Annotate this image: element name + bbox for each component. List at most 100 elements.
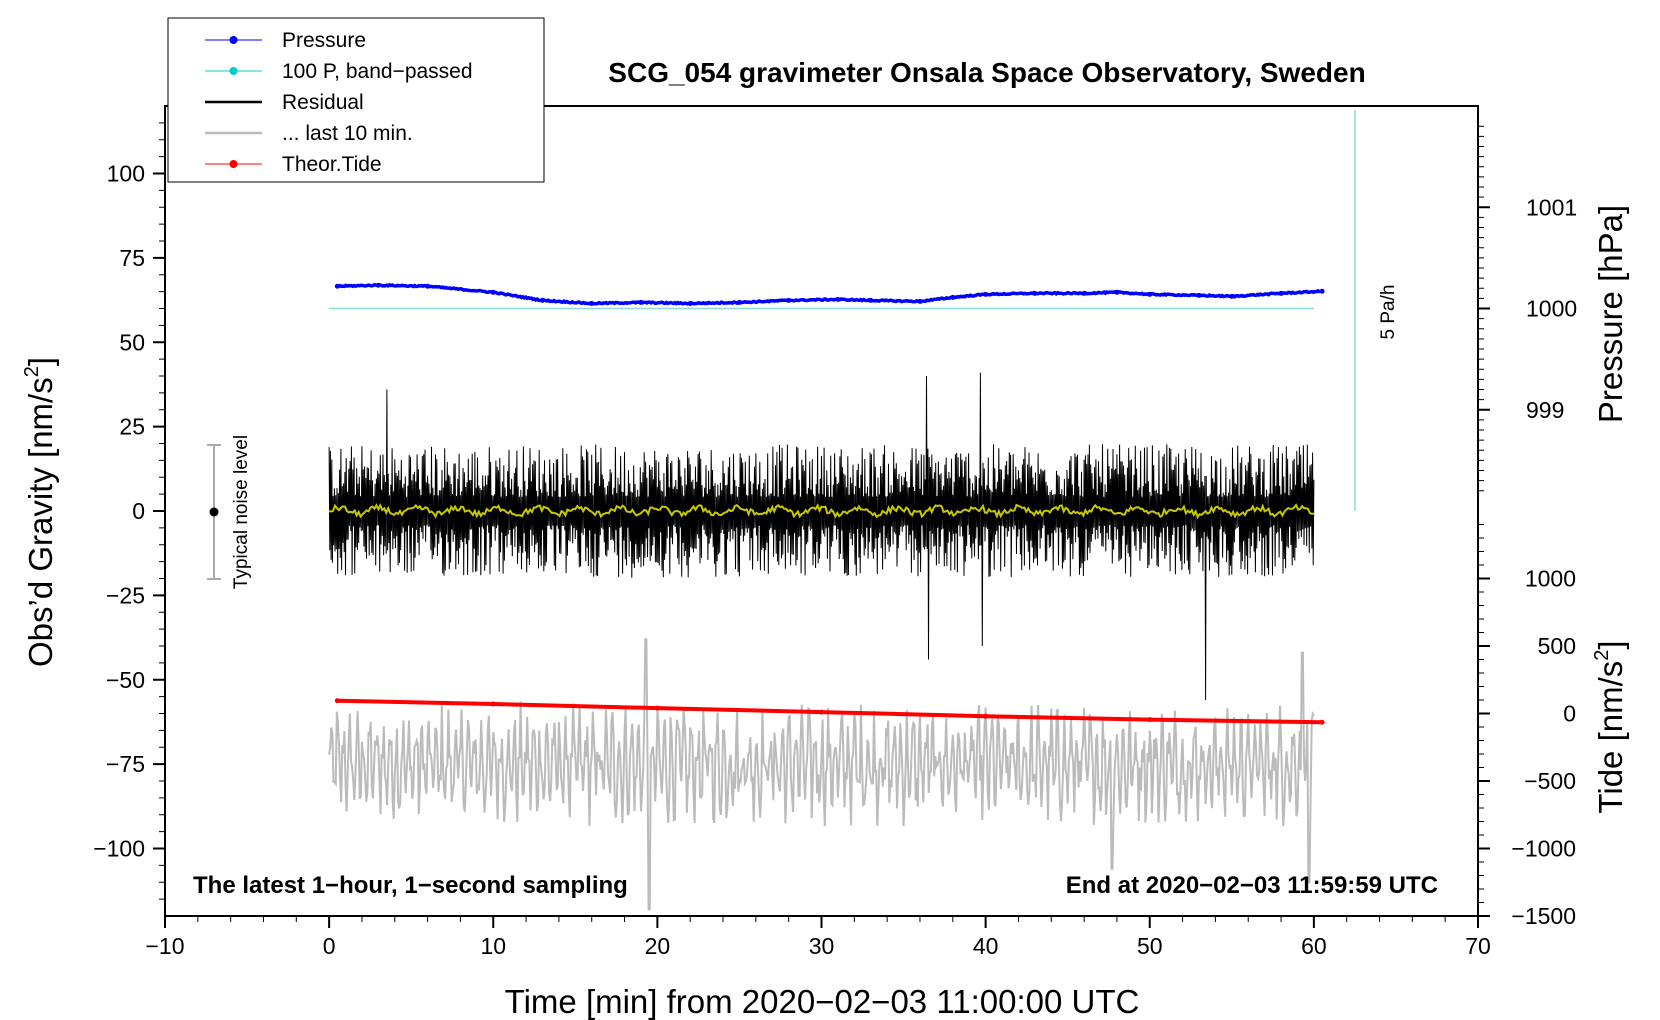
pressure-point [589,300,595,306]
legend-item: ... last 10 min. [205,122,413,145]
y-axis-title-tide-main: Tide [nm/s [1592,661,1629,814]
tide-tick-label: −1500 [1511,903,1576,929]
legend-item: Pressure [205,29,366,52]
legend-label: ... last 10 min. [282,122,413,145]
series-residual [328,372,1315,701]
pressure-line [337,282,1323,306]
tide-tick-label: 500 [1538,633,1576,659]
x-axis-title: Time [min] from 2020−02−03 11:00:00 UTC [505,983,1140,1020]
chart-title: SCG_054 gravimeter Onsala Space Observat… [608,57,1365,88]
tide-tick-label: 0 [1563,701,1576,727]
pressure-rate-label: 5 Pa/h [1378,285,1399,340]
x-tick-label: 40 [973,933,999,959]
ticks-layer: −10 0 10 20 30 40 50 60 70−100−75−50−25025507510… [93,122,1577,959]
pressure-point [1147,291,1153,297]
tide-point [490,701,496,707]
legend-label: Pressure [282,29,366,52]
series-pressure [334,282,1325,306]
series-smoothed-residual [328,502,1314,520]
noise-level-indicator: Typical noise level [207,435,252,589]
x-tick-label: 20 [645,933,671,959]
legend-item: Residual [205,91,364,114]
pressure-point [1081,290,1087,296]
legend-items: Pressure 100 P, band−passed Residual ... la… [205,29,473,176]
y-axis-title-pressure: Pressure [hPa] [1592,205,1629,423]
pressure-point [687,300,693,306]
y-axis-title-left-close: ] [22,357,59,366]
tide-point [819,709,824,715]
pressure-point [375,282,381,288]
pressure-rate-indicator: 5 Pa/h [1354,110,1399,511]
pressure-point [868,297,874,303]
pressure-tick-label: 1001 [1526,194,1577,220]
legend-swatch-dot [229,160,238,168]
legend-item: Theor.Tide [205,153,382,176]
legend-label: Theor.Tide [282,153,382,176]
tide-tick-label: −500 [1524,768,1576,794]
legend-label: 100 P, band−passed [282,60,473,83]
x-tick-label: 70 [1465,933,1491,959]
y-axis-title-tide-close: ] [1592,640,1629,649]
pressure-point [1229,293,1235,299]
y-tick-label: −25 [106,582,145,608]
y-axis-title-left-main: Obs’d Gravity [nm/s [22,377,59,667]
x-tick-label: −10 [145,933,184,959]
y-tick-label: 25 [119,414,145,440]
tide-point [1319,719,1325,725]
pressure-point [786,297,792,303]
pressure-point [983,291,989,297]
pressure-tick-label: 999 [1526,397,1564,423]
x-tick-label: 10 [480,933,506,959]
x-tick-label: 60 [1301,933,1327,959]
tide-tick-label: −1000 [1511,836,1576,862]
y-axis-title-tide: Tide [nm/s2] [1591,640,1629,813]
pressure-point [334,283,340,289]
pressure-point [1114,289,1120,295]
pressure-point [1278,290,1284,296]
tide-tick-label: 1000 [1525,566,1576,592]
y-tick-label: 100 [107,161,145,187]
pressure-point [1032,290,1038,296]
y-tick-label: 75 [119,245,145,271]
pressure-point [835,296,841,302]
footer-right: End at 2020−02−03 11:59:59 UTC [1066,872,1438,899]
x-tick-label: 50 [1137,933,1163,959]
legend-swatch-dot [229,36,238,44]
pressure-point [736,299,742,305]
legend-item: 100 P, band−passed [205,60,473,83]
y-tick-label: 50 [119,329,145,355]
y-tick-label: −100 [93,836,145,862]
tide-point [1147,717,1153,723]
pressure-point [1196,292,1202,298]
pressure-point [490,289,496,295]
y-axis-title-tide-sup: 2 [1591,650,1613,661]
x-tick-label: 0 [323,933,336,959]
y-tick-label: −75 [106,751,145,777]
pressure-point [950,294,956,300]
y-tick-label: −50 [106,667,145,693]
tide-point [334,698,340,704]
noise-bar-label: Typical noise level [231,435,252,589]
legend: Pressure 100 P, band−passed Residual ... la… [167,17,545,183]
legend-label: Residual [282,91,364,114]
tide-point [983,713,989,719]
footer-left: The latest 1−hour, 1−second sampling [193,872,628,899]
pressure-tick-label: 1000 [1526,296,1577,322]
noise-bar-dot [209,507,219,517]
y-axis-title-left: Obs’d Gravity [nm/s2] [21,357,59,667]
y-axis-title-left-sup: 2 [21,366,43,377]
x-tick-label: 30 [809,933,835,959]
pressure-point [425,283,431,289]
series-theor-tide [334,698,1325,725]
pressure-point [638,299,644,305]
pressure-point [539,297,545,303]
pressure-point [1319,288,1325,294]
legend-swatch-dot [229,67,238,75]
tide-point [654,705,660,711]
y-tick-label: 0 [132,498,145,524]
legend-box [167,17,545,183]
series-last-10-min [328,638,1315,911]
pressure-point [917,298,923,304]
series-layer [328,282,1325,911]
